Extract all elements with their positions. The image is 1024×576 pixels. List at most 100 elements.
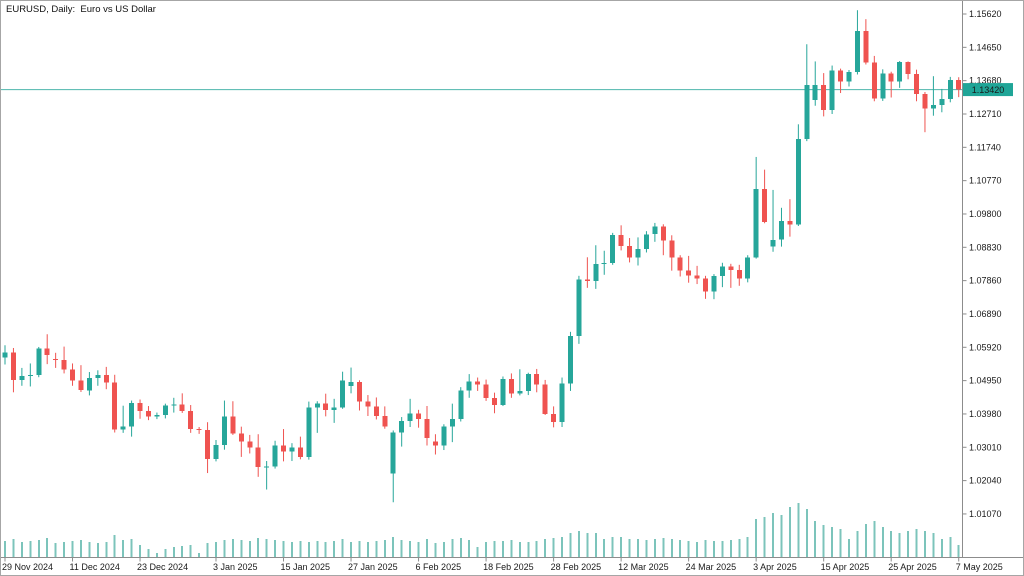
- volume-bar: [738, 539, 741, 557]
- candle-body: [601, 263, 607, 265]
- candle: [27, 363, 33, 387]
- volume-bar: [468, 540, 471, 557]
- volume-bar: [755, 519, 758, 557]
- volume-bar: [350, 542, 353, 557]
- candle-body: [627, 245, 633, 258]
- price-axis-label: 1.14650: [969, 42, 1002, 52]
- date-axis-label: 12 Mar 2025: [618, 562, 669, 572]
- candle-body: [171, 404, 177, 406]
- volume-bar: [155, 553, 158, 557]
- candle-body: [382, 416, 388, 427]
- volume-bar: [679, 540, 682, 557]
- candle-body: [281, 445, 287, 452]
- candle: [778, 207, 784, 247]
- volume-bar: [476, 547, 479, 557]
- candle: [297, 436, 303, 460]
- volume-bar: [231, 539, 234, 557]
- candle: [787, 199, 793, 237]
- volume-bar: [392, 537, 395, 557]
- current-price-badge-bg: [963, 83, 1013, 97]
- candle: [475, 377, 481, 391]
- volume-bar: [282, 541, 285, 557]
- volume-bar: [316, 541, 319, 557]
- candle-body: [728, 266, 734, 270]
- candlesticks: [2, 10, 962, 503]
- chart-symbol-title: EURUSD, Daily: Euro vs US Dollar: [6, 4, 156, 15]
- volume-bar: [12, 539, 15, 557]
- volume-bar: [366, 542, 369, 557]
- candle: [407, 398, 413, 428]
- volume-bar: [544, 539, 547, 557]
- volume-bar: [122, 540, 125, 557]
- volume-bar: [898, 533, 901, 557]
- volume-bar: [670, 539, 673, 557]
- volume-bar: [459, 538, 462, 557]
- candle-body: [551, 413, 557, 422]
- candle: [86, 372, 92, 396]
- candle-body: [686, 270, 692, 276]
- candle: [103, 366, 109, 390]
- candle-body: [356, 382, 362, 402]
- candle: [44, 334, 50, 365]
- candle-body: [559, 383, 565, 422]
- volume-bar: [653, 539, 656, 557]
- candle-body: [475, 381, 481, 385]
- volume-bar: [814, 521, 817, 557]
- axes: [1, 1, 1023, 558]
- candle-body: [492, 397, 498, 406]
- volume-bar: [4, 541, 6, 557]
- volume-bar: [71, 541, 74, 557]
- volume-bar: [501, 541, 504, 557]
- date-axis-labels: 29 Nov 2024 11 Dec 2024 23 Dec 2024 3 Jan 2…: [2, 557, 1003, 572]
- candle-body: [2, 352, 8, 358]
- candle-body: [120, 426, 126, 430]
- candle: [762, 169, 768, 224]
- candle: [129, 400, 135, 437]
- candle-body: [297, 447, 303, 457]
- candle-body: [525, 374, 531, 391]
- volume-bar: [527, 542, 530, 557]
- volume-bar: [822, 525, 825, 557]
- candle: [829, 65, 835, 114]
- volume-bar: [704, 540, 707, 557]
- volume-bar: [333, 541, 336, 557]
- volume-bar: [290, 542, 293, 557]
- candle-body: [567, 335, 573, 384]
- current-price-badge-value: 1.13420: [972, 85, 1005, 95]
- date-axis-label: 18 Feb 2025: [483, 562, 534, 572]
- volume-bar: [417, 542, 420, 557]
- candle: [323, 393, 329, 417]
- candle: [525, 372, 531, 396]
- price-axis-label: 1.12710: [969, 109, 1002, 119]
- candle-body: [703, 278, 709, 292]
- candle: [416, 409, 422, 428]
- candle: [584, 257, 590, 288]
- candle-body: [914, 74, 920, 95]
- volume-bar: [763, 517, 766, 557]
- volume-bar: [206, 543, 209, 557]
- candle: [838, 68, 844, 94]
- candle: [897, 61, 903, 88]
- date-axis-label: 11 Dec 2024: [70, 562, 120, 572]
- date-axis-label: 15 Jan 2025: [281, 562, 331, 572]
- candle-body: [534, 374, 540, 385]
- candle-body: [483, 384, 489, 398]
- candle-body: [880, 73, 886, 99]
- candle-body: [416, 413, 422, 419]
- date-axis-label: 6 Feb 2025: [416, 562, 462, 572]
- volume-bar: [105, 542, 108, 557]
- candle-body: [289, 447, 295, 452]
- candle: [534, 368, 540, 393]
- candle-body: [838, 70, 844, 82]
- candle-body: [922, 94, 928, 109]
- candle-body: [669, 240, 675, 258]
- volume-bar: [848, 539, 850, 557]
- candle: [627, 238, 633, 263]
- candle-body: [745, 257, 751, 279]
- volume-bar: [400, 540, 403, 557]
- candle-body: [205, 429, 211, 459]
- candle-body: [61, 360, 67, 370]
- candle-body: [255, 447, 261, 467]
- candle-body: [753, 189, 759, 258]
